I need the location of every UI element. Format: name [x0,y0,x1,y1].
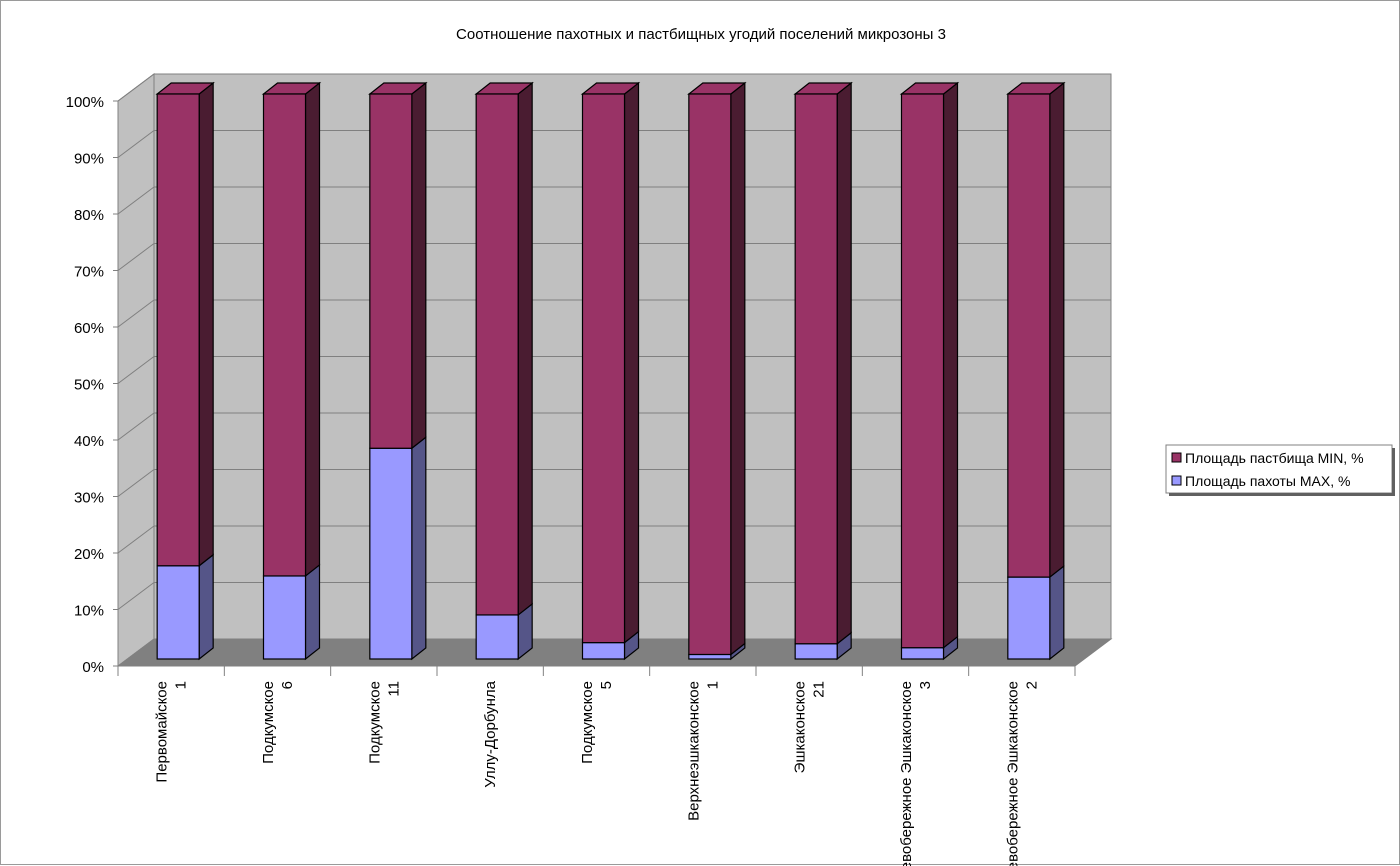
gridline [117,299,1111,328]
gridline [117,582,1111,610]
bar-segment [369,436,427,661]
y-tick-label: 100% [66,94,104,111]
gridline [117,243,1111,271]
bar-side [304,563,321,661]
bar-side [411,436,427,661]
y-tick-label: 60% [74,320,104,337]
bar-side [1049,81,1065,579]
bar-side [1049,564,1065,661]
x-tick-label: Верхнеэшкаконское [685,681,702,821]
bar-segment [156,553,214,661]
bar-side [730,81,746,656]
gridline [117,469,1111,497]
bar-segment [475,602,533,661]
bar-front [156,565,200,660]
legend-swatch-pasture [1171,452,1182,463]
bar-segment [580,81,641,644]
bar-segment [581,630,640,661]
bar-front [262,93,307,577]
bar-side [198,81,214,568]
bar-front [1007,93,1051,578]
bar-side [942,81,959,649]
bar-front [688,653,732,660]
bar-front [156,93,200,567]
y-tick-label: 0% [82,659,104,676]
x-axis: Первомайское 1 Подкумское 6 Подкумское 11 Уллу… [117,665,1076,866]
bar-segment [1007,564,1065,661]
gridline [117,73,1111,102]
y-tick-label: 80% [74,207,104,224]
bar-front [581,642,626,660]
gridline [117,356,1111,384]
bar-segment [155,81,215,568]
y-tick-label: 20% [74,546,104,563]
x-tick-label: Подкумское [579,681,596,764]
bars-group [155,81,1066,661]
bar-front [900,93,945,649]
bar-side [517,81,533,617]
x-tick-label: Подкумское [260,681,277,764]
bar-front [475,93,519,616]
legend-label-arable: Площадь пахоты MAX, % [1185,473,1350,489]
gridline [117,130,1111,158]
x-tick-label: 5 [598,681,615,689]
y-tick-label: 90% [74,151,104,168]
bar-side [623,81,640,644]
y-tick-label: 30% [74,490,104,507]
y-tick-label: 50% [74,377,104,394]
bar-front [794,643,838,660]
bar-side [411,81,427,450]
bar-segment [793,81,853,645]
x-tick-label: Первомайское [154,681,171,783]
bar-front [475,614,519,660]
bar-front [262,575,307,660]
bar-front [900,647,945,660]
bar-front [369,447,413,660]
legend: Площадь пастбища MIN, % Площадь пахоты M… [1165,444,1395,496]
bar-segment [1006,81,1066,579]
bar-segment [687,81,747,656]
y-axis: 0% 10% 20% 30% 40% 50% 60% 70% 80% 90% 100% [66,94,119,676]
gridline [117,412,1111,441]
x-tick-label: 6 [279,681,296,689]
x-tick-label: 11 [385,681,402,697]
x-tick-label: 1 [173,681,190,689]
bar-segment [794,631,852,661]
legend-shadow [1392,448,1395,496]
legend-shadow-bottom [1169,493,1395,496]
legend-swatch-arable [1171,475,1182,486]
y-tick-label: 40% [74,433,104,450]
bar-side [304,81,321,578]
x-tick-label: Левобережное Эшкаконское [898,681,915,866]
bar-side [198,553,214,661]
bar-segment [262,563,321,661]
y-tick-label: 70% [74,264,104,281]
bar-segment [474,81,534,617]
bar-front [1007,576,1051,660]
x-tick-label: 3 [917,681,934,689]
x-tick-label: Левобережное Эшкаконское [1004,681,1021,866]
x-tick-label: 2 [1023,681,1040,689]
x-tick-label: Эшкаконское [792,681,809,773]
bar-segment [368,81,428,450]
chart-title: Соотношение пахотных и пастбищных угодий… [456,26,946,43]
bar-front [688,93,732,656]
x-tick-label: Подкумское [366,681,383,764]
x-tick-label: 21 [811,681,828,698]
bar-front [794,93,838,645]
gridline [117,525,1111,554]
legend-box [1165,444,1393,494]
bar-segment [899,81,960,649]
bar-side [836,81,852,645]
bar-front [369,93,413,449]
bar-front [581,93,626,644]
y-tick-label: 10% [74,603,104,620]
legend-label-pasture: Площадь пастбища MIN, % [1185,450,1364,466]
gridline [117,186,1111,215]
x-tick-label: Уллу-Дорбунла [482,680,499,787]
x-tick-label: 1 [704,681,721,689]
bar-segment [261,81,322,578]
